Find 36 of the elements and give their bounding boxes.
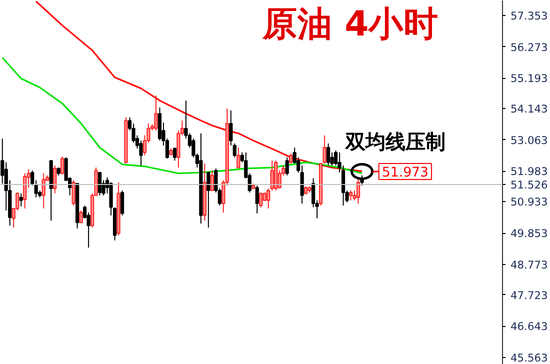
candlestick bbox=[259, 192, 263, 208]
candlestick bbox=[19, 192, 23, 207]
candlestick bbox=[348, 190, 353, 201]
candlestick bbox=[53, 165, 57, 194]
annotation: 双均线压制 bbox=[344, 130, 446, 154]
y-tick-label: 51.983 bbox=[510, 165, 548, 178]
y-tick-label: 48.773 bbox=[510, 258, 548, 272]
candlestick bbox=[154, 95, 158, 131]
candlestick bbox=[255, 185, 259, 214]
y-tick-label: 50.933 bbox=[510, 196, 548, 209]
ref-line-label: 51.526 bbox=[510, 178, 548, 192]
y-tick-label: 57.353 bbox=[510, 9, 548, 22]
y-tick-label: 54.143 bbox=[510, 102, 548, 116]
annotation: 51.973 bbox=[382, 166, 429, 181]
y-tick-label: 45.563 bbox=[510, 351, 548, 364]
y-tick-label: 56.273 bbox=[510, 40, 548, 54]
chart-title: 原油 4小时 bbox=[262, 4, 439, 44]
candlestick bbox=[79, 210, 83, 224]
candlestick bbox=[120, 190, 124, 216]
candlestick bbox=[60, 156, 64, 176]
candlestick bbox=[72, 180, 76, 206]
candlestick bbox=[285, 156, 289, 176]
candlestick bbox=[326, 142, 330, 166]
y-tick-label: 46.643 bbox=[510, 320, 548, 334]
y-tick-label: 53.063 bbox=[510, 134, 548, 147]
candlestick bbox=[206, 172, 210, 228]
candlestick bbox=[289, 153, 293, 164]
candlestick bbox=[236, 147, 240, 169]
y-tick-label: 47.723 bbox=[510, 288, 548, 302]
y-tick-label: 55.193 bbox=[510, 72, 548, 86]
candlestick bbox=[42, 172, 46, 209]
candlestick bbox=[23, 172, 27, 209]
y-tick-label: 49.853 bbox=[510, 227, 548, 240]
candlestick bbox=[98, 172, 102, 196]
candlestick bbox=[210, 170, 214, 191]
candlestick bbox=[172, 147, 177, 162]
